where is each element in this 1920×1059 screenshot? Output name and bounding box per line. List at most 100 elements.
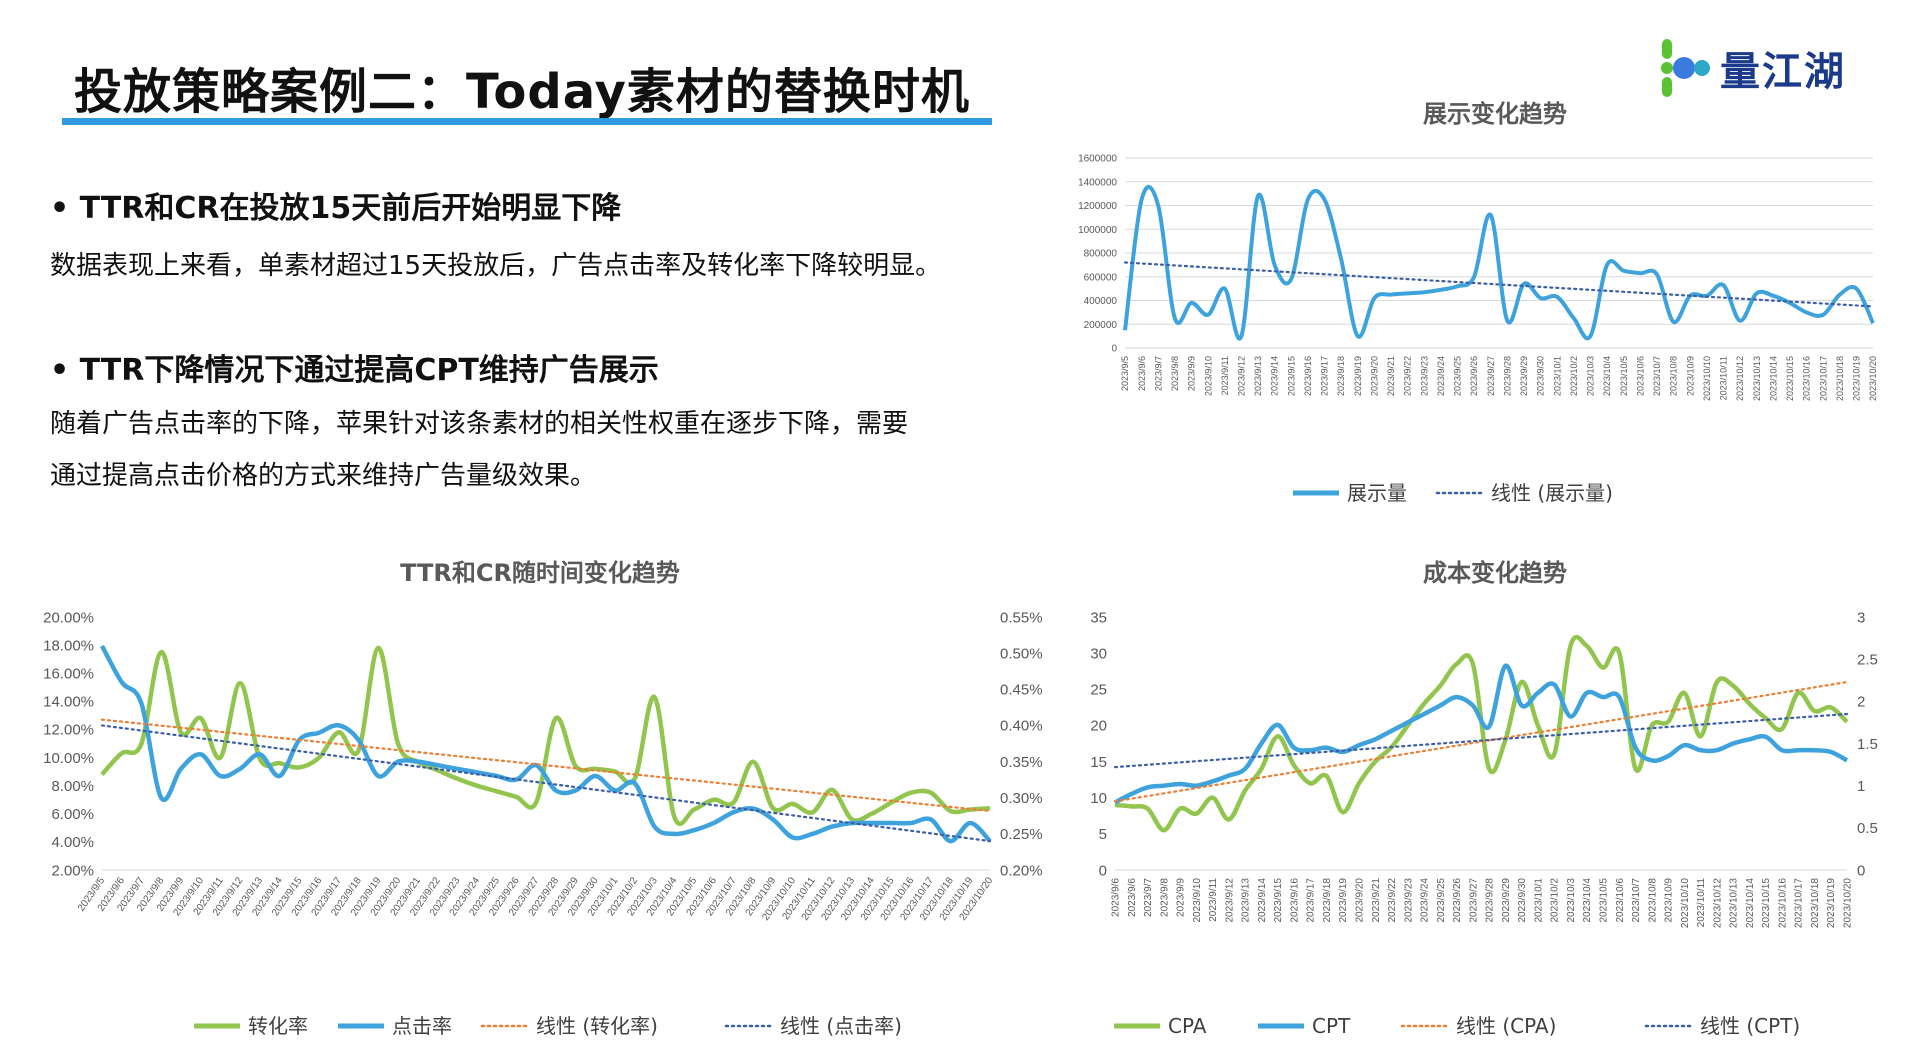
y2-tick-label: 0.20% bbox=[1000, 862, 1043, 879]
y-tick-label: 10.00% bbox=[43, 750, 94, 767]
cost-chart: 成本变化趋势 0 5 10 15 20 25 30 35 0 0.5 1 1.5 2 2.5 3 2023/9/… bbox=[1065, 555, 1915, 1050]
x-tick-label: 2023/10/15 bbox=[1761, 878, 1772, 928]
y2-tick-label: 0.25% bbox=[1000, 826, 1043, 843]
y-tick-label: 16.00% bbox=[43, 665, 94, 682]
y-tick-label: 25 bbox=[1090, 682, 1107, 699]
x-tick-label: 2023/9/10 bbox=[1203, 356, 1213, 396]
x-tick-label: 2023/9/22 bbox=[1387, 878, 1398, 923]
x-tick-label: 2023/9/25 bbox=[1436, 878, 1447, 923]
trendline bbox=[100, 718, 992, 813]
y-tick-label: 600000 bbox=[1084, 272, 1118, 283]
x-tick-label: 2023/10/3 bbox=[1586, 356, 1596, 396]
legend-label: 线性 (点击率) bbox=[780, 1014, 902, 1038]
y2-tick-label: 0.50% bbox=[1000, 645, 1043, 662]
ttr-cr-chart: TTR和CR随时间变化趋势 2.00% 4.00% 6.00% 8.00% 10.00% 1… bbox=[40, 555, 1060, 1050]
x-tick-label: 2023/9/29 bbox=[1519, 356, 1529, 396]
x-tick-label: 2023/10/11 bbox=[1696, 878, 1707, 928]
legend-label: 线性 (CPA) bbox=[1456, 1014, 1556, 1038]
y-tick-label: 35 bbox=[1090, 609, 1107, 626]
x-tick-label: 2023/9/6 bbox=[1127, 878, 1138, 917]
x-tick-label: 2023/10/3 bbox=[1566, 878, 1577, 923]
x-tick-label: 2023/9/15 bbox=[1273, 878, 1284, 923]
x-tick-label: 2023/9/27 bbox=[1468, 878, 1479, 923]
x-tick-label: 2023/10/7 bbox=[1652, 356, 1662, 396]
y-tick-label: 10 bbox=[1090, 790, 1107, 807]
y2-tick-label: 0.5 bbox=[1857, 820, 1878, 837]
x-tick-label: 2023/9/21 bbox=[1386, 356, 1396, 396]
x-tick-label: 2023/10/5 bbox=[1619, 356, 1629, 396]
series-line bbox=[1114, 634, 1849, 833]
y2-tick-label: 0.45% bbox=[1000, 682, 1043, 699]
x-tick-label: 2023/10/5 bbox=[1599, 878, 1610, 923]
x-tick-label: 2023/9/14 bbox=[1257, 878, 1268, 923]
x-tick-label: 2023/9/27 bbox=[1486, 356, 1496, 396]
x-tick-label: 2023/10/1 bbox=[1533, 878, 1544, 923]
x-tick-label: 2023/9/6 bbox=[1111, 878, 1122, 917]
x-tick-label: 2023/10/8 bbox=[1647, 878, 1658, 923]
x-tick-label: 2023/10/14 bbox=[1768, 356, 1778, 401]
x-tick-label: 2023/10/14 bbox=[1745, 878, 1756, 928]
y-tick-label: 1000000 bbox=[1078, 225, 1117, 236]
series-line bbox=[100, 644, 992, 844]
logo-text: 量江湖 bbox=[1720, 49, 1846, 95]
legend-label: 线性 (展示量) bbox=[1491, 481, 1613, 505]
legend-label: CPT bbox=[1312, 1014, 1351, 1038]
x-tick-label: 2023/9/16 bbox=[1303, 356, 1313, 396]
x-tick-label: 2023/9/19 bbox=[1338, 878, 1349, 923]
x-tick-label: 2023/9/26 bbox=[1452, 878, 1463, 923]
x-tick-label: 2023/9/11 bbox=[1208, 878, 1219, 922]
y-tick-label: 800000 bbox=[1084, 249, 1118, 260]
x-tick-label: 2023/10/11 bbox=[1719, 356, 1729, 400]
title-underline bbox=[62, 118, 992, 125]
y2-tick-label: 2.5 bbox=[1857, 651, 1878, 668]
x-tick-label: 2023/10/20 bbox=[1868, 356, 1878, 401]
x-tick-label: 2023/10/17 bbox=[1818, 356, 1828, 401]
legend-label: 点击率 bbox=[392, 1014, 452, 1038]
x-tick-label: 2023/10/4 bbox=[1582, 878, 1593, 923]
x-tick-label: 2023/9/29 bbox=[1501, 878, 1512, 923]
y-tick-label: 18.00% bbox=[43, 637, 94, 654]
x-tick-label: 2023/10/15 bbox=[1785, 356, 1795, 401]
y-tick-label: 30 bbox=[1090, 645, 1107, 662]
paragraph-2-line-2: 通过提高点击价格的方式来维持广告量级效果。 bbox=[50, 461, 597, 491]
y2-tick-label: 0 bbox=[1857, 862, 1865, 879]
y2-tick-label: 2 bbox=[1857, 694, 1865, 711]
trendline bbox=[100, 724, 992, 843]
x-tick-label: 2023/9/24 bbox=[1420, 878, 1431, 923]
legend-label: 转化率 bbox=[248, 1014, 308, 1038]
x-tick-label: 2023/9/18 bbox=[1322, 878, 1333, 923]
y-tick-label: 400000 bbox=[1084, 296, 1118, 307]
x-tick-label: 2023/9/18 bbox=[1336, 356, 1346, 396]
series-line bbox=[100, 645, 991, 827]
y2-tick-label: 0.35% bbox=[1000, 754, 1043, 771]
x-tick-label: 2023/10/18 bbox=[1810, 878, 1821, 928]
x-tick-label: 2023/10/12 bbox=[1735, 356, 1745, 401]
y-tick-label: 4.00% bbox=[51, 834, 94, 851]
x-tick-label: 2023/9/17 bbox=[1320, 356, 1330, 396]
y2-tick-label: 0.40% bbox=[1000, 718, 1043, 735]
x-tick-label: 2023/10/17 bbox=[1794, 878, 1805, 928]
page-title: 投放策略案例二：Today素材的替换时机 bbox=[74, 64, 970, 120]
bullet-heading-2: • TTR下降情况下通过提高CPT维持广告展示 bbox=[50, 353, 659, 388]
y-tick-label: 12.00% bbox=[43, 722, 94, 739]
y-tick-label: 6.00% bbox=[51, 806, 94, 823]
x-tick-label: 2023/9/20 bbox=[1355, 878, 1366, 923]
x-tick-label: 2023/9/12 bbox=[1237, 356, 1247, 396]
x-tick-label: 2023/9/7 bbox=[1143, 878, 1154, 917]
logo-icon bbox=[1661, 39, 1710, 97]
x-tick-label: 2023/10/19 bbox=[1852, 356, 1862, 401]
y-tick-label: 0 bbox=[1099, 862, 1107, 879]
x-tick-label: 2023/10/7 bbox=[1631, 878, 1642, 923]
y2-tick-label: 1.5 bbox=[1857, 736, 1878, 753]
x-tick-label: 2023/9/16 bbox=[1289, 878, 1300, 923]
series-line bbox=[1113, 663, 1849, 805]
x-tick-label: 2023/9/12 bbox=[1224, 878, 1235, 923]
x-tick-label: 2023/10/16 bbox=[1802, 356, 1812, 401]
x-tick-label: 2023/9/13 bbox=[1241, 878, 1252, 923]
x-tick-label: 2023/10/4 bbox=[1602, 356, 1612, 396]
x-tick-label: 2023/9/7 bbox=[1153, 356, 1163, 391]
x-tick-label: 2023/9/17 bbox=[1306, 878, 1317, 923]
x-tick-label: 2023/10/20 bbox=[1843, 878, 1854, 928]
x-tick-label: 2023/9/5 bbox=[1120, 356, 1130, 391]
series-line bbox=[1123, 185, 1875, 341]
